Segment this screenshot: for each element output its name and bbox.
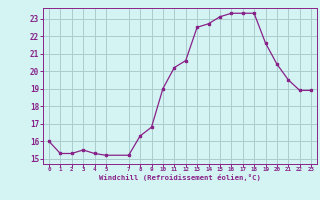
X-axis label: Windchill (Refroidissement éolien,°C): Windchill (Refroidissement éolien,°C) bbox=[99, 174, 261, 181]
